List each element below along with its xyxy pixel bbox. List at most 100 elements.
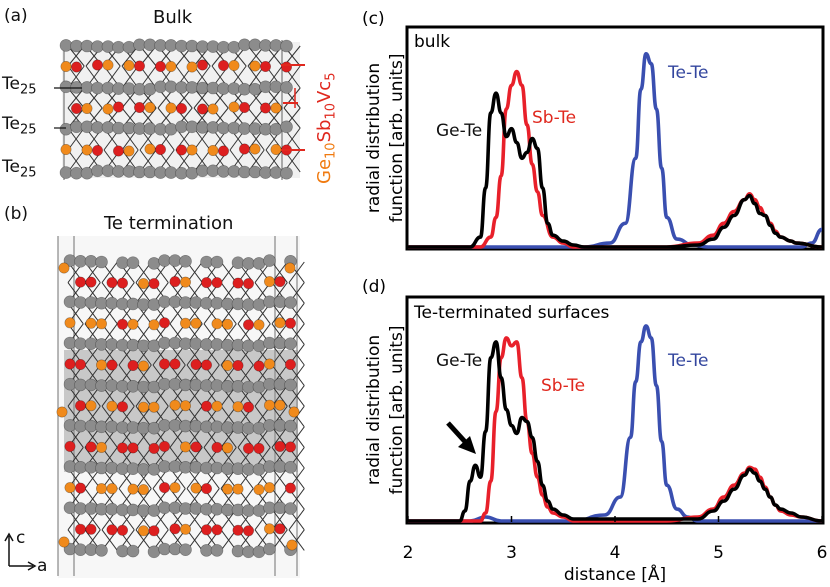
ge-atom	[211, 318, 223, 330]
te-atom	[126, 256, 140, 270]
ge-atom	[180, 400, 192, 412]
te-atom	[175, 39, 188, 53]
te-atom	[164, 39, 178, 52]
te-atom	[273, 295, 287, 309]
te-atom	[126, 462, 140, 476]
bond	[67, 107, 85, 129]
te-atom	[210, 461, 224, 475]
te-atom	[210, 544, 224, 557]
te-atom	[133, 122, 146, 135]
te-atom	[238, 38, 251, 52]
ge-atom	[85, 317, 97, 329]
sb-atom	[71, 61, 83, 73]
te-atom	[280, 39, 293, 53]
ge-atom	[190, 482, 202, 494]
ge-atom	[263, 358, 275, 370]
te-atom	[273, 419, 287, 432]
ge-atom	[138, 360, 150, 372]
annotation-c: bulk	[414, 32, 450, 52]
te-atom	[231, 421, 245, 434]
te-atom	[206, 164, 220, 178]
te-atom	[74, 337, 87, 351]
te-atom	[221, 297, 234, 311]
bond	[271, 467, 288, 489]
bulk-structure	[59, 38, 301, 180]
te-layer-label-3: Te25	[2, 157, 37, 181]
te-atom	[80, 166, 94, 180]
sb-atom	[148, 278, 160, 290]
te-atom	[217, 40, 230, 54]
panel-title-bulk: Bulk	[153, 7, 193, 28]
sb-atom	[117, 277, 129, 289]
ge-atom	[284, 262, 296, 274]
sb-atom	[274, 276, 286, 288]
sb-atom	[64, 358, 76, 370]
series-line-d-ge-te	[407, 340, 823, 523]
te-atom	[126, 544, 140, 558]
te-atom	[74, 502, 87, 515]
ge-atom	[263, 482, 275, 494]
te-atom	[200, 420, 213, 434]
ge-atom	[138, 401, 150, 413]
te-atom	[179, 254, 192, 268]
te-atom	[200, 461, 213, 475]
series-line-d-te-te	[407, 324, 822, 523]
te-atom	[242, 298, 255, 311]
te-atom	[231, 379, 245, 393]
composition-part-2: Sb	[314, 119, 335, 143]
sb-atom	[201, 483, 213, 495]
te-atom	[116, 462, 129, 476]
xlabel-d: distance [Å]	[564, 563, 666, 585]
te-atom	[280, 120, 293, 134]
te-atom	[80, 81, 94, 94]
layer-bracket	[281, 64, 305, 151]
ge-atom	[186, 144, 198, 156]
te-atom	[143, 122, 157, 135]
te-atom	[269, 166, 283, 179]
te-atom	[221, 503, 234, 517]
ge-atom	[180, 441, 192, 453]
series-label-c-sb-te: Sb-Te	[532, 108, 576, 128]
sb-atom	[253, 360, 265, 372]
sb-atom	[211, 524, 223, 536]
te-atom	[158, 501, 171, 515]
sb-atom	[211, 441, 223, 453]
sb-atom	[232, 359, 244, 371]
ge-atom	[207, 103, 219, 115]
te-atom	[252, 545, 266, 559]
sb-atom	[127, 359, 139, 371]
plot-frame-c	[405, 25, 825, 251]
ylabel-c: radial distribution function [arb. units…	[364, 54, 407, 223]
sb-atom	[113, 101, 125, 113]
te-atom	[252, 380, 266, 394]
sb-atom	[117, 318, 129, 330]
bond	[271, 302, 288, 325]
sb-atom	[284, 441, 296, 453]
sb-atom	[117, 401, 129, 413]
te-atom	[147, 339, 161, 353]
ge-atom	[102, 103, 114, 115]
bond	[288, 508, 305, 531]
sb-atom	[75, 358, 87, 370]
te-atom	[158, 419, 171, 432]
bond	[67, 149, 85, 173]
te-atom	[242, 463, 255, 476]
te-atom	[158, 336, 171, 350]
te-atom	[189, 460, 203, 474]
sb-atom	[134, 102, 146, 114]
sb-atom	[85, 441, 97, 453]
sb-atom	[92, 145, 104, 157]
ge-atom	[127, 483, 139, 495]
ge-atom	[165, 60, 177, 72]
series-line-d-sb-te	[407, 336, 823, 523]
te-atom	[70, 120, 83, 134]
te-atom	[116, 421, 129, 434]
sb-atom	[159, 358, 171, 370]
panel-label-d: (d)	[362, 277, 386, 297]
bond	[135, 447, 152, 469]
te-atom	[133, 82, 146, 96]
te-atom	[179, 460, 192, 474]
te-atom	[84, 543, 98, 557]
sb-atom	[284, 358, 296, 370]
sb-atom	[127, 442, 139, 454]
